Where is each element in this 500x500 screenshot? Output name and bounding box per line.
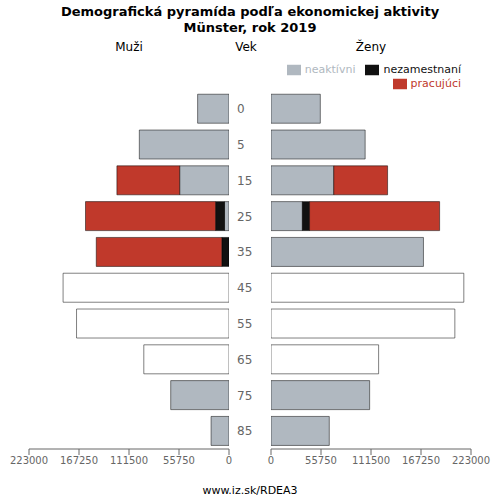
svg-text:25: 25	[237, 210, 252, 224]
html-text:Münster, rok 2019: Münster, rok 2019	[183, 20, 317, 35]
svg-text:0: 0	[268, 455, 274, 466]
svg-text:111500: 111500	[110, 455, 148, 466]
svg-text:15: 15	[237, 174, 252, 188]
svg-text:223000: 223000	[452, 455, 490, 466]
html-text:Demografická pyramída podľa ek: Demografická pyramída podľa ekonomickej …	[60, 4, 440, 19]
svg-text:167250: 167250	[402, 455, 440, 466]
svg-text:55750: 55750	[163, 455, 195, 466]
html-text:neaktívni: neaktívni	[304, 63, 356, 76]
svg-text:0: 0	[237, 102, 245, 116]
svg-text:5: 5	[237, 138, 245, 152]
svg-text:65: 65	[237, 353, 252, 367]
svg-text:167250: 167250	[60, 455, 98, 466]
html-text:nezamestnaní: nezamestnaní	[383, 63, 461, 76]
svg-text:35: 35	[237, 245, 252, 259]
html-text:www.iz.sk/RDEA3: www.iz.sk/RDEA3	[202, 484, 298, 497]
svg-text:85: 85	[237, 424, 252, 438]
html-text:Ženy: Ženy	[355, 40, 387, 54]
svg-text:55750: 55750	[305, 455, 337, 466]
svg-text:223000: 223000	[10, 455, 48, 466]
svg-text:75: 75	[237, 389, 252, 403]
html-text:Vek: Vek	[235, 40, 257, 54]
html-text:Muži: Muži	[115, 40, 143, 54]
svg-text:45: 45	[237, 281, 252, 295]
svg-text:0: 0	[226, 455, 232, 466]
html-text:pracujúci: pracujúci	[410, 77, 461, 90]
svg-text:111500: 111500	[352, 455, 390, 466]
svg-text:55: 55	[237, 317, 252, 331]
